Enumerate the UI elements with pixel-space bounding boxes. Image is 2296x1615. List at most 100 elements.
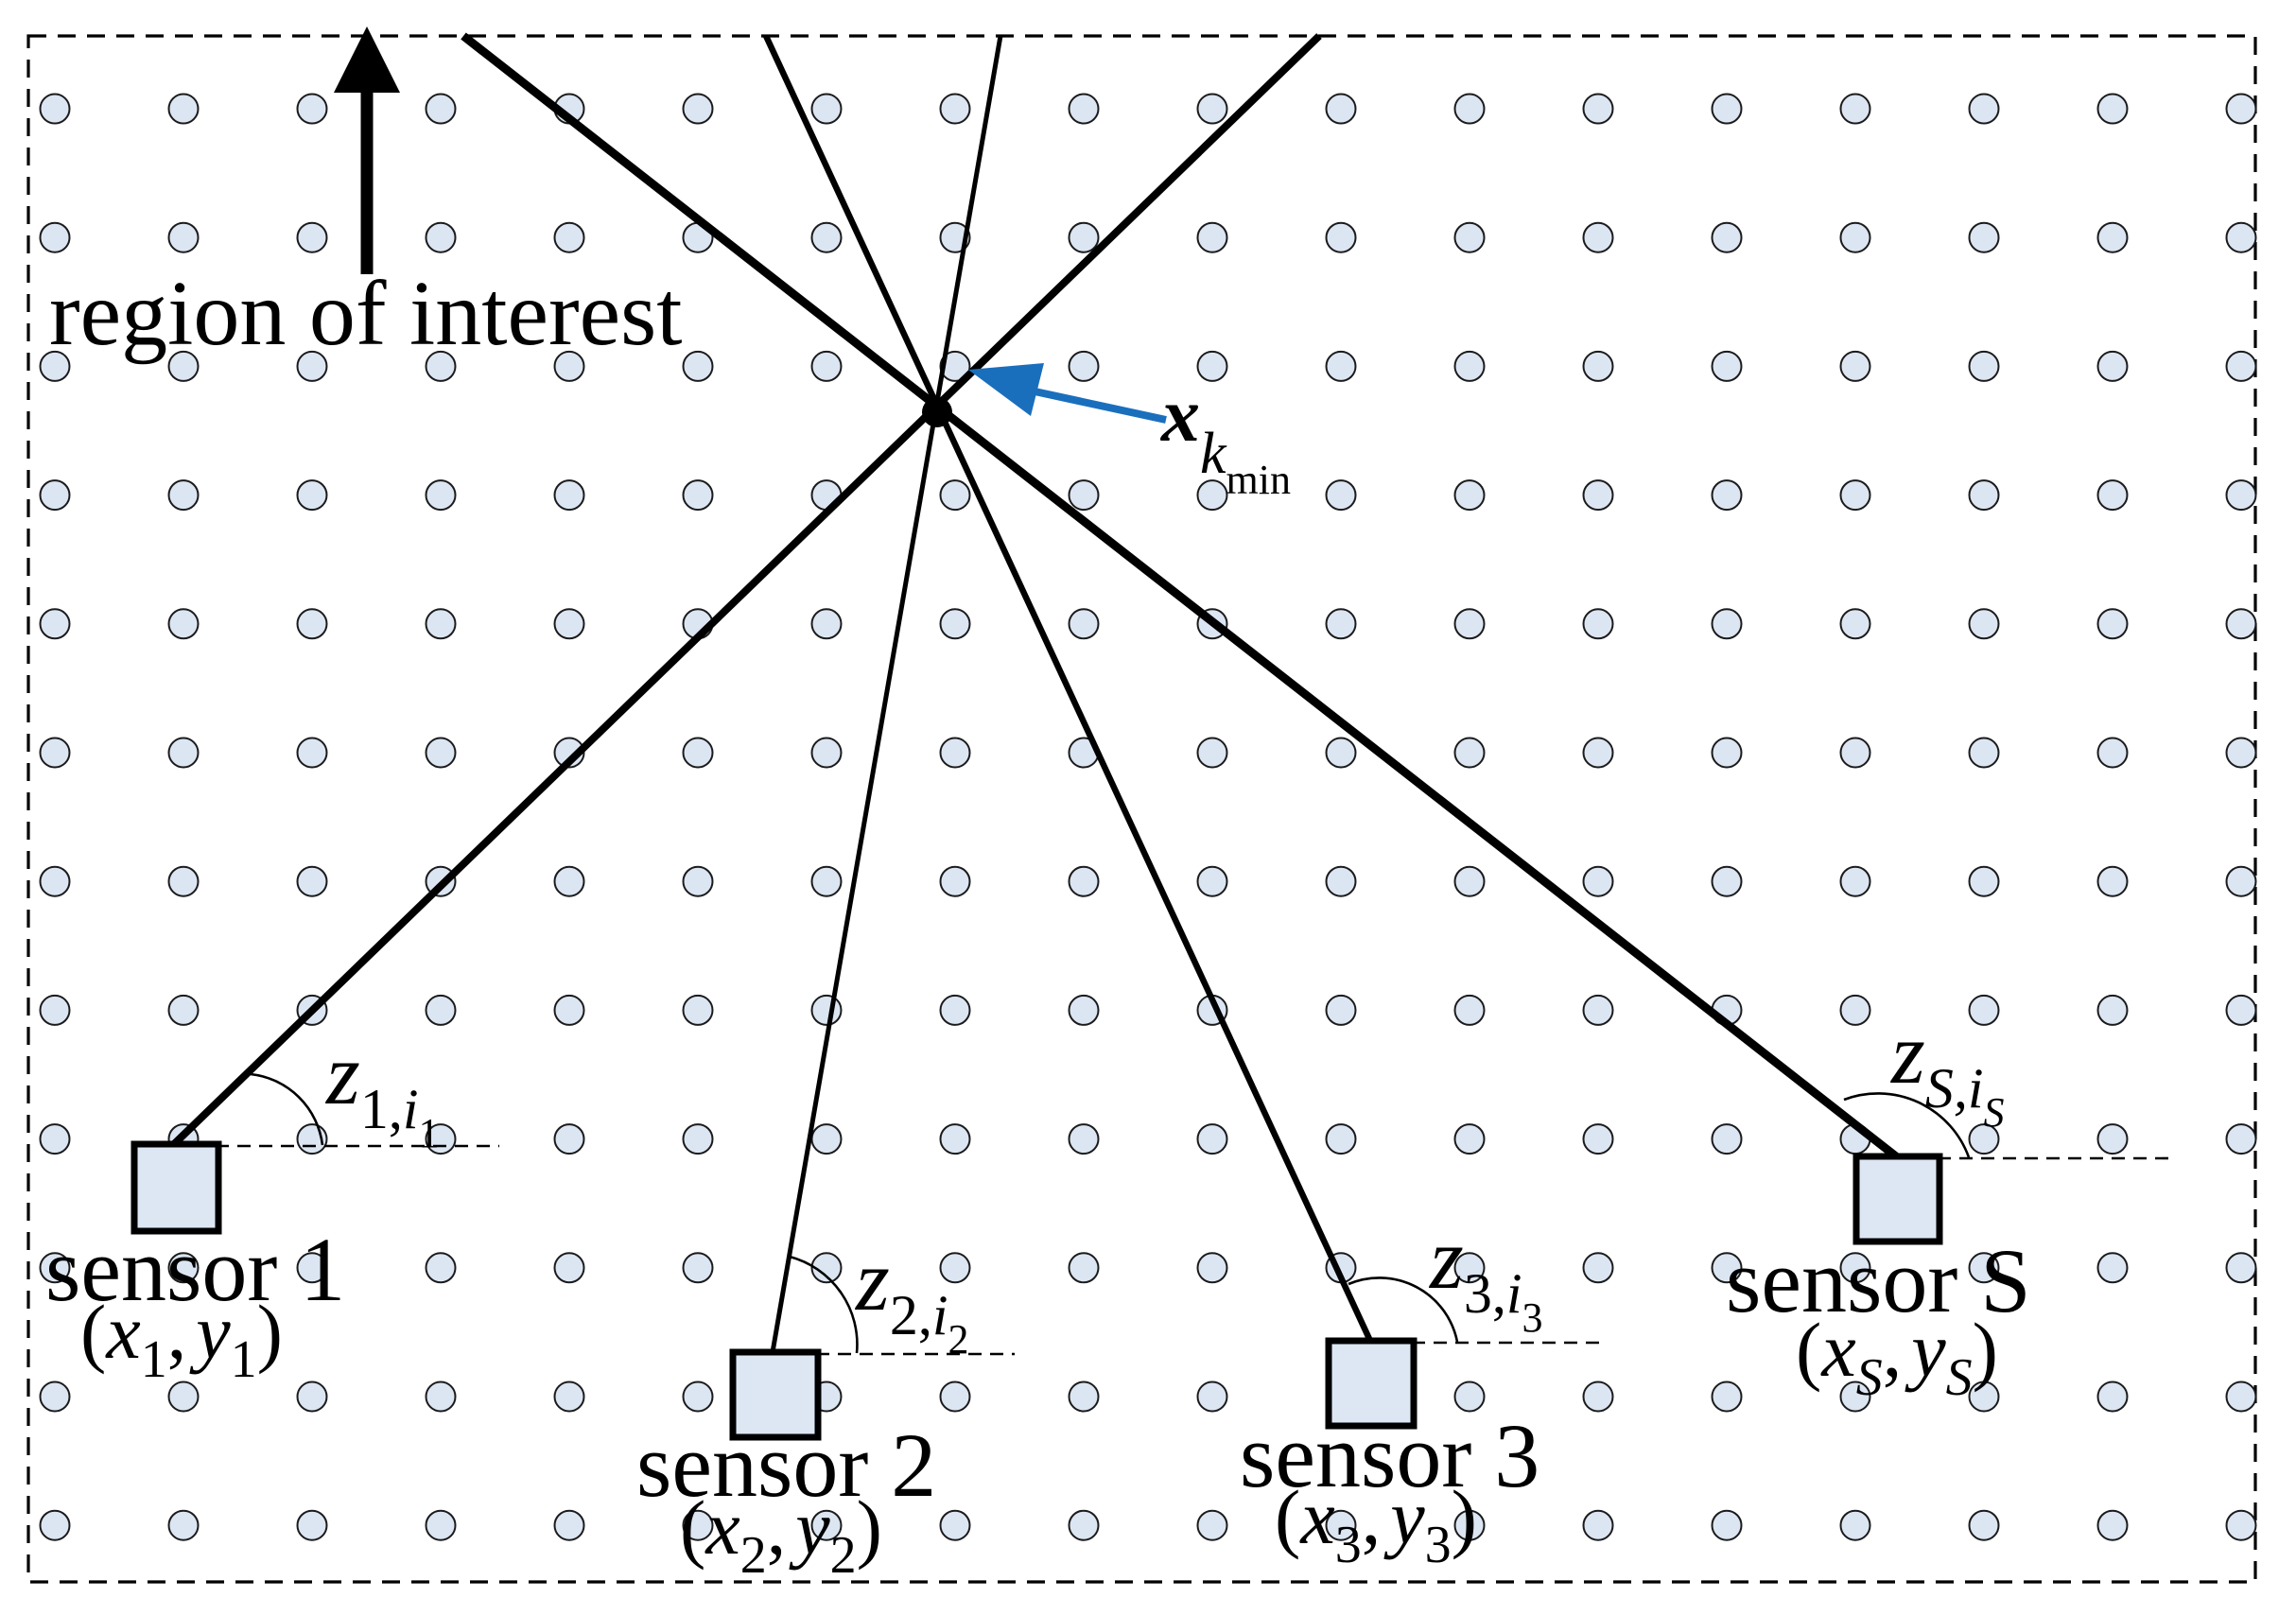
- grid-dot: [1453, 737, 1486, 769]
- sensor-S-marker: [1852, 1153, 1943, 1245]
- grid-dot: [1453, 221, 1486, 253]
- grid-dot: [1968, 1509, 2000, 1541]
- grid-dot: [682, 1252, 714, 1284]
- grid-dot: [2225, 1381, 2257, 1413]
- grid-dot: [1196, 1509, 1228, 1541]
- grid-dot: [1711, 1252, 1743, 1284]
- grid-dot: [553, 994, 585, 1026]
- sensor-S-coords: (xS, yS): [1796, 1307, 1998, 1407]
- grid-dot: [1196, 865, 1228, 897]
- grid-dot: [553, 479, 585, 512]
- sensor-3-angle-label: z3,i3: [1428, 1210, 1542, 1341]
- sensor-3-label: sensor 3: [1240, 1405, 1539, 1506]
- grid-dot: [425, 1381, 457, 1413]
- grid-dot: [2225, 1509, 2257, 1541]
- grid-dot: [553, 1252, 585, 1284]
- grid-dot: [1196, 93, 1228, 125]
- grid-dot: [939, 608, 971, 640]
- sensor-1-marker: [130, 1140, 222, 1235]
- grid-dot: [682, 93, 714, 125]
- grid-dot: [939, 994, 971, 1026]
- grid-dot: [1325, 994, 1357, 1026]
- grid-dot: [1196, 221, 1228, 253]
- grid-dot: [1453, 1381, 1486, 1413]
- grid-dot: [1196, 350, 1228, 382]
- bearing-lines: [171, 32, 1899, 1353]
- grid-dot: [553, 350, 585, 382]
- grid-dot: [296, 221, 328, 253]
- grid-dot: [1582, 737, 1614, 769]
- grid-dot: [167, 1509, 200, 1541]
- grid-dot: [1839, 1509, 1871, 1541]
- grid-dot: [1453, 479, 1486, 512]
- region-border: [26, 34, 2257, 1584]
- grid-dot: [425, 608, 457, 640]
- grid-dot: [1453, 1509, 1486, 1541]
- target-sub: k: [1200, 422, 1227, 486]
- grid-dot: [425, 1509, 457, 1541]
- grid-dot: [810, 1509, 843, 1541]
- grid-dot: [1582, 994, 1614, 1026]
- grid-dot: [939, 865, 971, 897]
- grid-dot: [1839, 221, 1871, 253]
- grid-dot: [682, 737, 714, 769]
- grid-dot: [39, 350, 71, 382]
- grid-dot: [1839, 865, 1871, 897]
- grid-dot: [1582, 1252, 1614, 1284]
- reference-lines: [216, 1144, 2168, 1356]
- grid-dot: [2225, 1123, 2257, 1155]
- grid-dot: [1196, 1252, 1228, 1284]
- grid-dot: [167, 221, 200, 253]
- grid-dot: [810, 350, 843, 382]
- grid-dot: [296, 479, 328, 512]
- grid-dot: [167, 865, 200, 897]
- grid-dot: [167, 608, 200, 640]
- sensor-2-marker: [729, 1348, 822, 1441]
- grid-dot: [2225, 479, 2257, 512]
- grid-dot: [296, 865, 328, 897]
- grid-dot: [1582, 350, 1614, 382]
- grid-dot: [39, 479, 71, 512]
- grid-dot: [939, 93, 971, 125]
- grid-dot: [1582, 221, 1614, 253]
- grid-dot: [553, 865, 585, 897]
- sensor-1-coords: (x1, y1): [80, 1289, 283, 1389]
- grid-dot: [2225, 865, 2257, 897]
- grid-dot: [1582, 1123, 1614, 1155]
- grid-dot: [167, 93, 200, 125]
- grid-dot: [810, 221, 843, 253]
- grid-dot: [39, 608, 71, 640]
- grid-dot: [1582, 479, 1614, 512]
- grid-dot: [1453, 608, 1486, 640]
- target-arrowhead-icon: [968, 363, 1044, 416]
- grid-dot: [1968, 737, 2000, 769]
- grid-dot: [1453, 93, 1486, 125]
- bearing-line-sensor-2: [770, 35, 1003, 1353]
- sensor-2-angle-arc: [789, 1255, 859, 1354]
- grid-dot: [1839, 350, 1871, 382]
- grid-dot: [1839, 1252, 1871, 1284]
- grid-dot: [425, 479, 457, 512]
- grid-dot: [1968, 1123, 2000, 1155]
- grid-dot: [810, 1252, 843, 1284]
- grid-dot: [1839, 994, 1871, 1026]
- grid-dot: [296, 93, 328, 125]
- grid-dot: [1325, 479, 1357, 512]
- grid-dot: [810, 737, 843, 769]
- grid-dot: [1711, 737, 1743, 769]
- grid-dot: [1325, 1509, 1357, 1541]
- sensor-3-coords: (x3, y3): [1275, 1474, 1477, 1574]
- grid-dot: [553, 221, 585, 253]
- grid-dot: [1839, 737, 1871, 769]
- grid-dot: [2096, 737, 2129, 769]
- target-arrow-shaft: [1025, 386, 1167, 424]
- grid-dot: [1068, 1123, 1100, 1155]
- grid-dot: [1325, 93, 1357, 125]
- grid-dot: [2225, 608, 2257, 640]
- sensor-3-angle-arc: [1348, 1276, 1459, 1343]
- grid-dot: [1068, 1252, 1100, 1284]
- grid-dot: [167, 350, 200, 382]
- grid-dot: [682, 350, 714, 382]
- grid-dot: [682, 994, 714, 1026]
